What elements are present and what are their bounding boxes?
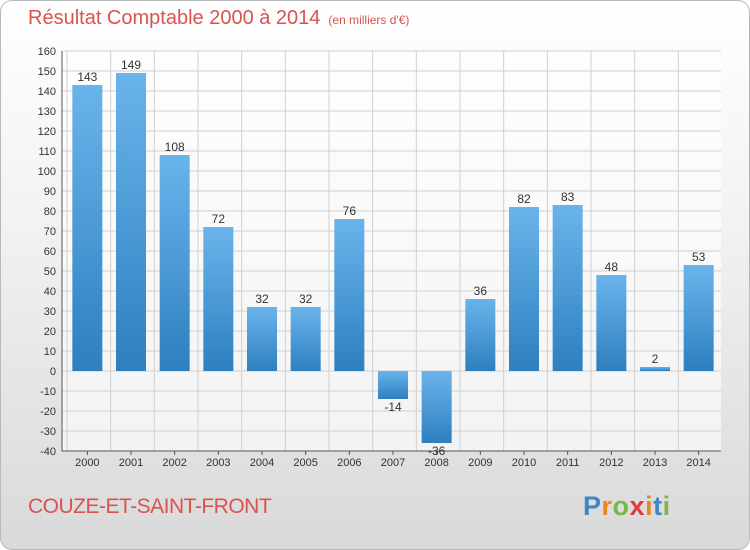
bar xyxy=(683,265,714,371)
label-layer: 143 149 108 72 32 32 76 -14 -36 36 82 83 48 2 53 xyxy=(77,58,705,458)
data-label: 32 xyxy=(299,292,313,306)
y-tick-label: -10 xyxy=(40,386,56,398)
bar xyxy=(509,207,539,371)
bar-layer xyxy=(72,73,714,443)
y-tick-label: -30 xyxy=(40,426,56,438)
y-tick-label: 50 xyxy=(44,266,56,278)
chart-title: Résultat Comptable 2000 à 2014 (en millie… xyxy=(28,7,409,30)
x-tick-label: 2012 xyxy=(599,457,623,469)
x-tick-label: 2009 xyxy=(468,457,492,469)
x-tick-label: 2002 xyxy=(162,457,186,469)
data-label: 82 xyxy=(517,192,531,206)
y-tick-label: 120 xyxy=(38,126,56,138)
x-tick-label: 2001 xyxy=(119,457,143,469)
x-tick-label: 2007 xyxy=(381,457,405,469)
bar xyxy=(596,275,627,371)
x-tick-label: 2000 xyxy=(75,457,99,469)
data-label: 149 xyxy=(121,58,141,72)
chart-unit: (en milliers d'€) xyxy=(328,13,410,27)
y-tick-label: 60 xyxy=(44,246,56,258)
data-label: 108 xyxy=(165,140,185,154)
bar xyxy=(640,367,670,371)
x-tick-label: 2014 xyxy=(686,457,710,469)
y-tick-label: 110 xyxy=(38,146,56,158)
data-label: -36 xyxy=(428,444,446,458)
bar xyxy=(465,299,496,371)
x-tick-label: 2005 xyxy=(293,457,317,469)
data-label: 83 xyxy=(561,190,575,204)
y-tick-label: -20 xyxy=(40,406,56,418)
data-label: 72 xyxy=(212,212,226,226)
chart-title-text: Résultat Comptable 2000 à 2014 xyxy=(28,7,321,29)
x-tick-label: 2003 xyxy=(206,457,230,469)
bar xyxy=(552,205,583,371)
x-tick-label: 2010 xyxy=(512,457,536,469)
y-tick-label: 100 xyxy=(38,166,56,178)
y-tick-label: 90 xyxy=(44,186,56,198)
commune-name: COUZE-ET-SAINT-FRONT xyxy=(28,495,272,518)
y-tick-label: -40 xyxy=(40,446,56,458)
data-label: 32 xyxy=(255,292,269,306)
x-tick-label: 2008 xyxy=(424,457,448,469)
y-tick-label: 160 xyxy=(38,46,56,58)
y-tick-label: 20 xyxy=(44,326,56,338)
y-tick-label: 140 xyxy=(38,86,56,98)
data-label: 53 xyxy=(692,250,706,264)
proxiti-logo: Proxiti xyxy=(583,491,671,521)
x-tick-label: 2006 xyxy=(337,457,361,469)
y-tick-label: 0 xyxy=(50,366,56,378)
x-tick-label: 2004 xyxy=(250,457,274,469)
data-label: -14 xyxy=(384,400,402,414)
bar xyxy=(421,371,452,443)
data-label: 36 xyxy=(474,284,488,298)
y-tick-label: 130 xyxy=(38,106,56,118)
y-tick-label: 80 xyxy=(44,206,56,218)
bar xyxy=(203,227,234,371)
bar xyxy=(72,85,103,371)
x-tick-label: 2013 xyxy=(643,457,667,469)
axis-layer: -40 -30 -20 -10 0 10 20 30 40 50 60 70 80 90 100 110 120… xyxy=(38,46,721,469)
data-label: 2 xyxy=(652,352,659,366)
y-tick-label: 30 xyxy=(44,306,56,318)
bar xyxy=(378,371,408,399)
y-tick-label: 150 xyxy=(38,66,56,78)
bar xyxy=(247,307,277,371)
y-tick-label: 40 xyxy=(44,286,56,298)
x-tick-label: 2011 xyxy=(556,457,580,469)
y-tick-label: 10 xyxy=(44,346,56,358)
y-tick-label: 70 xyxy=(44,226,56,238)
data-label: 76 xyxy=(343,204,357,218)
bar xyxy=(116,73,146,371)
bar xyxy=(334,219,365,371)
data-label: 48 xyxy=(605,260,619,274)
data-label: 143 xyxy=(77,70,97,84)
bar xyxy=(290,307,321,371)
bar xyxy=(159,155,190,371)
